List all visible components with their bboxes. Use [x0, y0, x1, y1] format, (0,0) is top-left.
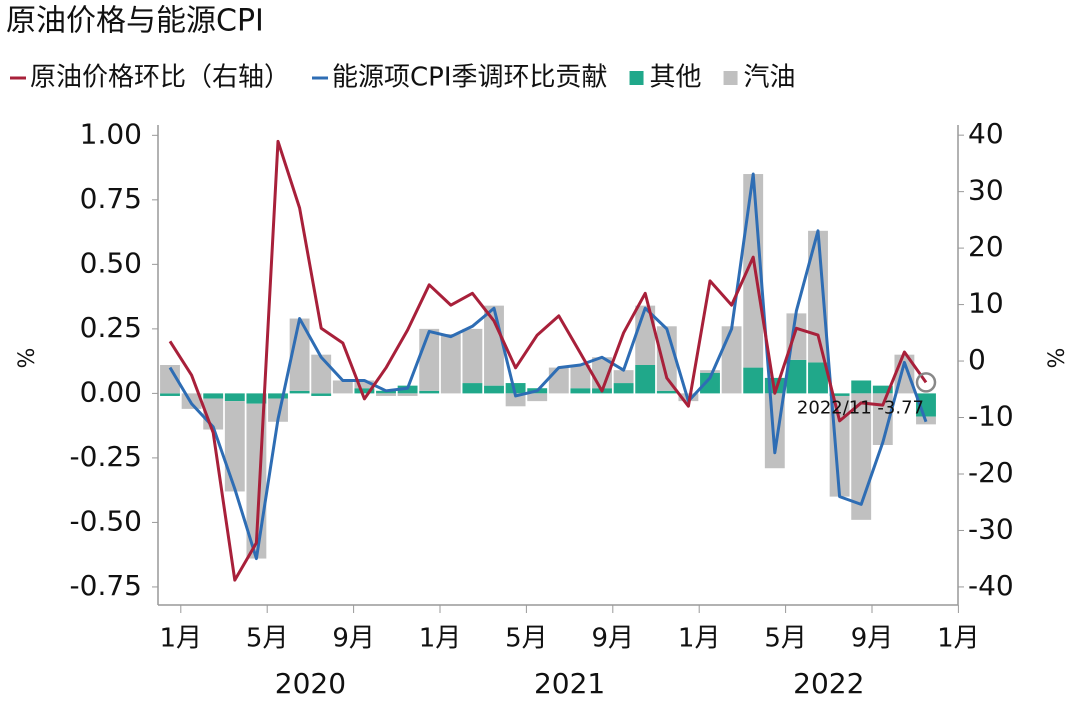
y2-tick-label: 0 [968, 343, 986, 376]
y-tick-label: 0.00 [80, 375, 142, 408]
x-tick-label: 1月 [937, 624, 980, 654]
bar [419, 390, 440, 394]
bar [311, 354, 332, 394]
bar [268, 398, 288, 422]
x-tick-label: 5月 [246, 624, 289, 654]
legend-swatch [629, 71, 644, 85]
year-label: 2021 [534, 667, 605, 700]
chart-title: 原油价格与能源CPI [6, 4, 264, 39]
bar [872, 385, 893, 394]
bar [311, 393, 332, 396]
bar [160, 365, 180, 394]
bar [246, 393, 267, 404]
bar [527, 393, 548, 402]
bar [203, 393, 224, 399]
bar [635, 365, 656, 394]
y-tick-label: -0.75 [70, 569, 142, 602]
bar [224, 401, 245, 492]
bar [700, 372, 720, 394]
bar [548, 367, 569, 394]
x-tick-label: 5月 [764, 624, 807, 654]
bar [440, 334, 461, 394]
bar [656, 390, 677, 394]
y2-tick-label: 40 [968, 117, 1004, 150]
y2-tick-label: 20 [968, 230, 1004, 263]
y2-tick-label: -20 [968, 456, 1014, 489]
legend-label: 能源项CPI季调环比贡献 [332, 63, 608, 93]
y2-tick-label: -10 [968, 400, 1014, 433]
bar [354, 380, 375, 389]
bar [160, 393, 180, 396]
x-tick-label: 9月 [332, 624, 375, 654]
annotation-marker [915, 372, 937, 393]
legend-label: 其他 [650, 63, 702, 93]
bar [289, 390, 310, 394]
bar [656, 326, 677, 391]
bar [829, 393, 850, 396]
x-tick-label: 1月 [160, 624, 203, 654]
y2-tick-label: -30 [968, 512, 1014, 545]
bar [462, 383, 483, 394]
annotation: 2022/11 -3.77 [797, 397, 924, 418]
bar [397, 393, 418, 396]
bar [462, 328, 483, 384]
x-tick-label: 9月 [851, 624, 894, 654]
y2-axis-label: % [1045, 348, 1070, 369]
bar [808, 362, 828, 394]
y-tick-label: 1.00 [80, 117, 142, 150]
line [168, 172, 928, 561]
bar [484, 305, 504, 386]
y-tick-label: 0.50 [80, 246, 142, 279]
legend-label: 汽油 [744, 63, 796, 93]
y-tick-label: -0.50 [70, 504, 142, 537]
bar [376, 393, 396, 396]
legend-label: 原油价格环比（右轴） [30, 63, 290, 93]
x-tick-label: 9月 [592, 624, 635, 654]
bar [354, 388, 375, 394]
bar [851, 380, 872, 394]
bar [505, 383, 526, 394]
y-tick-label: 0.75 [80, 182, 142, 215]
bar [613, 370, 634, 384]
y2-tick-label: 10 [968, 287, 1004, 320]
bar [700, 370, 720, 373]
bar [721, 326, 742, 394]
bar [743, 367, 764, 394]
bar [613, 383, 634, 394]
bar [808, 230, 828, 363]
bar [224, 393, 245, 402]
legend-swatch [723, 71, 738, 85]
bar [872, 393, 893, 445]
x-tick-label: 1月 [419, 624, 462, 654]
x-tick-label: 5月 [505, 624, 548, 654]
y-tick-label: 0.25 [80, 311, 142, 344]
y2-tick-label: 30 [968, 174, 1004, 207]
y2-tick-label: -40 [968, 569, 1014, 602]
bar [332, 380, 353, 394]
bar [419, 328, 440, 391]
y-axis-label: % [15, 348, 40, 369]
bar [570, 388, 591, 394]
line [168, 139, 928, 582]
y-tick-label: -0.25 [70, 440, 142, 473]
bar [570, 365, 591, 389]
bar [505, 393, 526, 407]
year-label: 2020 [275, 667, 346, 700]
bar [484, 385, 504, 394]
year-label: 2022 [793, 667, 864, 700]
x-tick-label: 1月 [678, 624, 721, 654]
bar [786, 359, 807, 394]
bar [268, 393, 288, 399]
